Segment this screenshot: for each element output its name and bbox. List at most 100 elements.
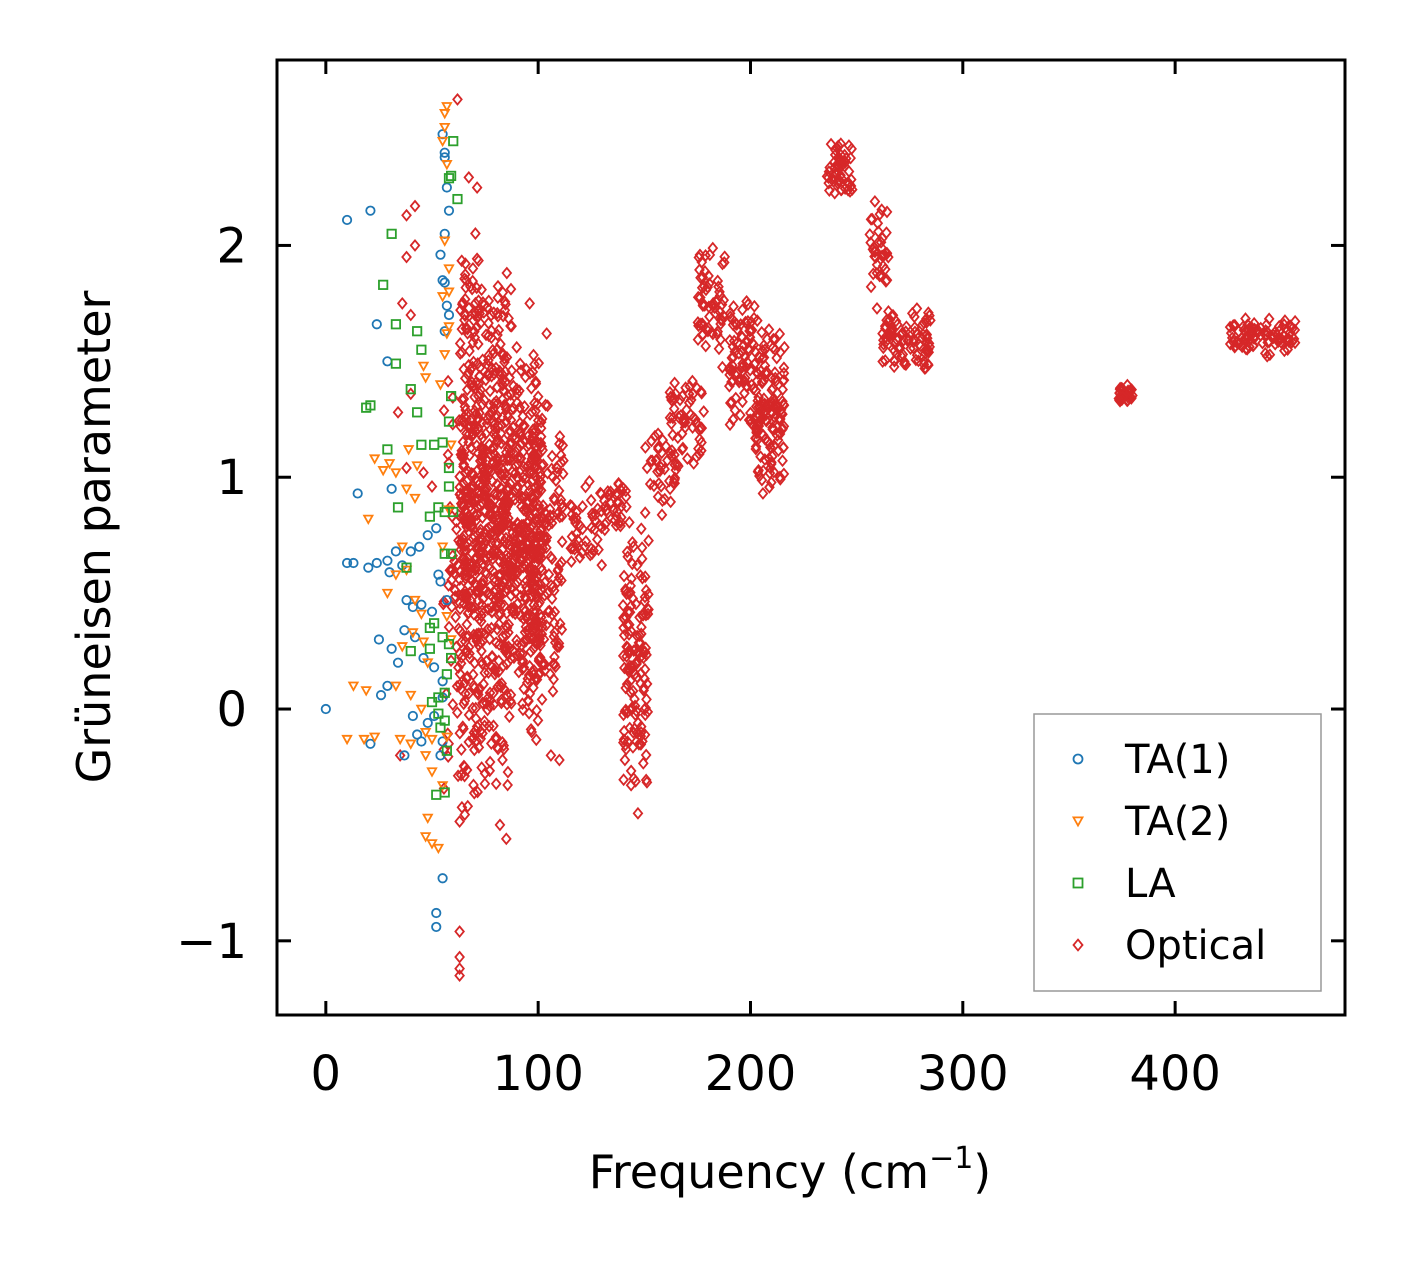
optical-point — [476, 604, 488, 617]
legend-label-ta2: TA(2) — [1124, 799, 1230, 845]
optical-point — [523, 504, 535, 518]
ta-1-point — [439, 277, 450, 288]
optical-point — [657, 433, 669, 447]
optical-point — [532, 414, 544, 427]
optical-point — [405, 308, 417, 322]
optical-point — [484, 384, 496, 398]
ta-1-point — [363, 562, 374, 573]
optical-point — [547, 684, 559, 698]
ta-2-point — [358, 734, 370, 746]
optical-point — [669, 376, 681, 390]
optical-point — [695, 421, 706, 435]
optical-point — [642, 602, 653, 616]
optical-point — [632, 806, 644, 820]
optical-point — [724, 396, 736, 410]
optical-point — [486, 600, 497, 614]
la-point — [433, 708, 444, 719]
optical-point — [454, 337, 466, 350]
ta-2-point — [362, 514, 375, 526]
optical-point — [842, 176, 854, 190]
optical-point — [618, 628, 630, 642]
optical-point — [495, 607, 506, 621]
optical-point — [680, 381, 691, 395]
optical-point — [889, 344, 900, 358]
optical-point — [495, 568, 507, 582]
optical-point — [458, 552, 470, 566]
optical-point — [468, 378, 480, 392]
optical-point — [736, 331, 748, 345]
plot-frame — [275, 58, 1347, 1017]
optical-point — [749, 299, 760, 313]
y-axis-title: Grüneisen parameter — [67, 290, 121, 783]
optical-point — [486, 650, 498, 664]
optical-point — [565, 541, 577, 555]
optical-point — [459, 694, 471, 708]
optical-point — [613, 476, 624, 490]
optical-point — [520, 604, 532, 618]
optical-point — [625, 703, 637, 717]
optical-point — [751, 419, 763, 432]
optical-point — [700, 339, 712, 353]
optical-point — [539, 588, 550, 602]
optical-point — [503, 311, 514, 325]
optical-point — [666, 444, 678, 458]
la-point — [405, 645, 416, 657]
optical-point — [715, 313, 727, 327]
optical-point — [455, 303, 466, 317]
optical-point — [664, 482, 676, 496]
optical-point — [640, 441, 651, 454]
optical-point — [666, 417, 677, 430]
ta-1-point — [416, 736, 427, 747]
optical-point — [753, 463, 764, 477]
ta-2-point — [405, 690, 417, 702]
optical-point — [460, 273, 472, 287]
optical-point — [443, 456, 455, 470]
optical-point — [1286, 335, 1298, 349]
optical-point — [884, 313, 896, 327]
optical-point — [515, 364, 527, 378]
optical-point — [526, 665, 538, 679]
optical-point — [463, 687, 475, 700]
optical-point — [846, 142, 857, 156]
optical-point — [776, 423, 788, 437]
optical-point — [451, 706, 463, 720]
optical-point — [454, 480, 466, 494]
optical-point — [484, 755, 496, 769]
optical-point — [530, 451, 541, 465]
optical-point — [479, 777, 491, 791]
optical-point — [491, 380, 503, 394]
optical-point — [673, 410, 684, 424]
optical-point — [456, 635, 467, 649]
optical-point — [767, 415, 779, 429]
optical-point — [511, 387, 523, 401]
optical-point — [699, 265, 711, 278]
optical-point — [467, 668, 479, 682]
optical-point — [540, 398, 551, 412]
optical-point — [584, 474, 595, 488]
optical-point — [540, 618, 552, 632]
optical-point — [396, 296, 408, 310]
optical-point — [443, 620, 455, 634]
optical-point — [679, 421, 691, 434]
optical-point — [744, 324, 755, 338]
la-point — [382, 444, 393, 455]
ta-2-point — [441, 329, 453, 340]
optical-point — [450, 610, 461, 624]
la-point — [446, 548, 457, 559]
optical-point — [486, 369, 497, 383]
optical-point — [521, 580, 532, 594]
optical-point — [526, 541, 537, 555]
optical-point — [519, 400, 530, 413]
optical-point — [493, 617, 505, 631]
optical-point — [522, 693, 534, 707]
optical-point — [495, 436, 507, 450]
ta-1-point — [439, 147, 450, 158]
optical-point — [542, 399, 553, 413]
optical-point — [455, 768, 467, 782]
optical-point — [888, 360, 900, 374]
optical-point — [577, 500, 588, 513]
optical-point — [749, 344, 761, 358]
la-point — [378, 279, 389, 290]
optical-point — [692, 290, 704, 304]
optical-point — [526, 459, 538, 473]
